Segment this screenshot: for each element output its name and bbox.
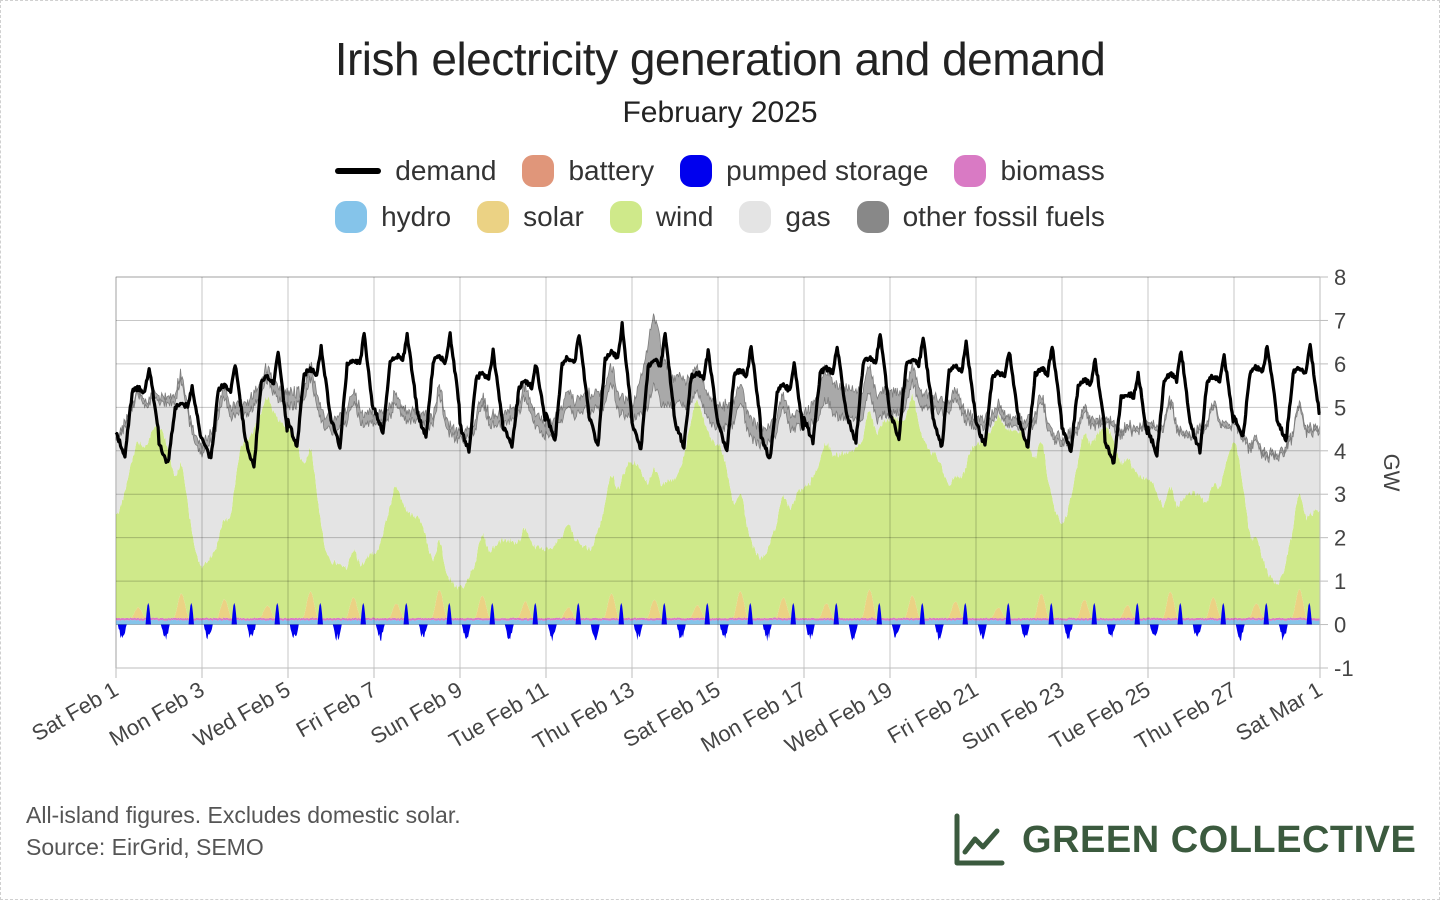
x-tick-label: Wed Feb 5 xyxy=(189,677,294,752)
y-tick-label: 3 xyxy=(1334,482,1346,507)
legend-swatch-wind xyxy=(609,201,642,233)
y-tick-label: 5 xyxy=(1334,395,1346,420)
y-axis-title: GW xyxy=(1379,454,1404,492)
legend-item-biomass[interactable]: biomass xyxy=(954,155,1105,187)
legend-item-demand[interactable]: demand xyxy=(335,155,496,187)
legend-item-gas[interactable]: gas xyxy=(739,201,831,233)
hydro-area xyxy=(116,619,1320,625)
legend-label-hydro: hydro xyxy=(381,201,452,232)
footnote: All-island figures. Excludes domestic so… xyxy=(26,802,461,828)
legend-item-wind[interactable]: wind xyxy=(609,201,714,233)
legend-item-hydro[interactable]: hydro xyxy=(335,201,451,233)
demand-line xyxy=(114,320,1321,469)
legend-swatch-hydro xyxy=(335,201,368,233)
legend-swatch-biomass xyxy=(954,155,987,187)
legend-label-battery: battery xyxy=(568,155,655,186)
legend-label-biomass: biomass xyxy=(1000,155,1105,186)
chart-title: Irish electricity generation and demand xyxy=(334,33,1106,85)
brand-logo: GREEN COLLECTIVE xyxy=(952,812,1416,868)
y-tick-label: -1 xyxy=(1334,656,1354,681)
brand-name: GREEN COLLECTIVE xyxy=(1022,818,1417,861)
legend-item-battery[interactable]: battery xyxy=(522,155,654,187)
y-tick-label: 2 xyxy=(1334,526,1346,551)
x-tick-label: Mon Feb 3 xyxy=(105,677,209,751)
legend-label-solar: solar xyxy=(523,201,584,232)
chart-subtitle: February 2025 xyxy=(622,96,818,129)
y-tick-label: 1 xyxy=(1334,569,1346,594)
line-chart-icon xyxy=(954,813,1005,866)
y-tick-label: 8 xyxy=(1334,265,1346,290)
legend-label-pumped-storage: pumped storage xyxy=(726,155,929,186)
legend-label-gas: gas xyxy=(785,201,831,232)
y-tick-label: 4 xyxy=(1334,439,1346,464)
legend-swatch-solar xyxy=(477,201,510,233)
legend-swatch-pumped-storage xyxy=(680,155,713,187)
biomass-area xyxy=(116,617,1320,621)
legend-label-demand: demand xyxy=(395,155,497,186)
legend-row-1: demand battery pumped storage biomass xyxy=(0,155,1440,187)
x-tick-label: Fri Feb 7 xyxy=(292,677,381,743)
y-tick-label: 0 xyxy=(1334,613,1346,638)
legend-swatch-other-fossil-fuels xyxy=(856,201,889,233)
legend-swatch-gas xyxy=(739,201,772,233)
source-note: Source: EirGrid, SEMO xyxy=(26,834,264,860)
gas-area xyxy=(116,375,1320,590)
legend-item-solar[interactable]: solar xyxy=(477,201,584,233)
y-tick-label: 6 xyxy=(1334,352,1346,377)
legend-label-wind: wind xyxy=(655,201,714,232)
legend-label-other-fossil-fuels: other fossil fuels xyxy=(902,201,1105,232)
y-tick-label: 7 xyxy=(1334,308,1346,333)
legend-swatch-demand xyxy=(335,168,382,174)
x-tick-label: Sat Mar 1 xyxy=(1231,677,1326,746)
legend-item-other-fossil-fuels[interactable]: other fossil fuels xyxy=(856,201,1105,233)
legend-swatch-battery xyxy=(522,155,555,187)
wind-area xyxy=(116,393,1320,619)
legend-row-2: hydro solar wind gas other fossil fuels xyxy=(0,201,1440,233)
legend-item-pumped-storage[interactable]: pumped storage xyxy=(680,155,928,187)
